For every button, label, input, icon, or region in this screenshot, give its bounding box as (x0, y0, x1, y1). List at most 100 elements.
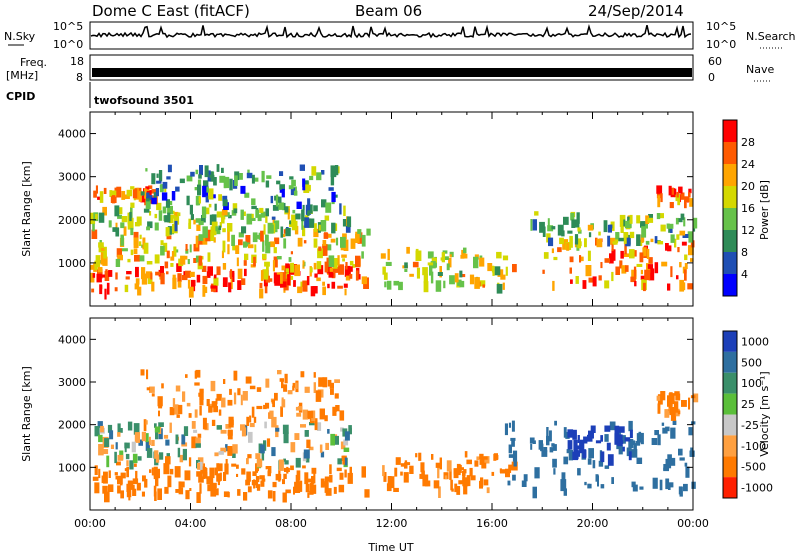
velocity-echo-cell (117, 485, 121, 494)
velocity-echo-cell (563, 456, 569, 465)
velocity-echo-cell (283, 384, 288, 392)
velocity-echo-cell (188, 413, 192, 418)
power-echo-cell (669, 187, 674, 195)
power-echo-cell (108, 270, 113, 277)
power-echo-cell (130, 227, 134, 236)
power-echo-cell (241, 278, 246, 285)
power-echo-cell (155, 271, 161, 276)
velocity-echo-cell (180, 481, 185, 488)
power-echo-cell (207, 252, 211, 262)
power-echo-cell (184, 255, 188, 260)
power-echo-cell (302, 264, 305, 269)
power-echo-cell (195, 195, 201, 206)
velocity-echo-cell (145, 433, 149, 443)
velocity-echo-cell (223, 491, 230, 497)
x-tick-label: 20:00 (577, 517, 609, 530)
velocity-echo-cell (142, 475, 146, 482)
velocity-echo-cell (573, 439, 578, 450)
power-echo-cell (246, 213, 253, 225)
velocity-echo-cell (145, 420, 148, 425)
power-echo-cell (147, 274, 153, 285)
velocity-echo-cell (395, 457, 401, 465)
velocity-echo-cell (529, 437, 535, 444)
power-echo-cell (430, 261, 436, 269)
velocity-echo-cell (98, 468, 101, 479)
velocity-echo-cell (507, 480, 511, 486)
velocity-echo-cell (679, 457, 685, 461)
power-echo-cell (210, 285, 217, 289)
power-echo-cell (140, 195, 145, 203)
velocity-echo-cell (125, 453, 130, 460)
velocity-colorbar: 1000 500 100 25 -25 -100 -500 -1000 (722, 330, 773, 499)
velocity-echo-cell (588, 430, 594, 439)
velocity-echo-cell (210, 482, 217, 489)
velocity-echo-cell (272, 491, 276, 502)
velocity-echo-cell (393, 487, 399, 492)
velocity-echo-cell (141, 431, 146, 442)
power-echo-cell (260, 270, 264, 282)
velocity-echo-cell (207, 484, 212, 492)
nsearch-tick-top: 10^5 (706, 20, 736, 33)
velocity-echo-cell (106, 455, 110, 468)
velocity-echo-cell (339, 472, 344, 480)
power-echo-cell (669, 202, 674, 209)
power-echo-cell (135, 278, 140, 285)
power-cbar-tick: 4 (741, 268, 748, 281)
power-echo-cell (197, 262, 203, 270)
power-echo-cell (158, 170, 163, 182)
freq-band (92, 68, 692, 77)
velocity-echo-cell (157, 396, 163, 407)
power-echo-cell (301, 220, 304, 230)
power-echo-cell (287, 274, 290, 286)
power-echo-cell (449, 275, 455, 285)
power-echo-cell (173, 216, 180, 225)
velocity-echo-cell (552, 458, 557, 468)
velocity-echo-cell (153, 485, 157, 497)
velocity-echo-cell (320, 478, 325, 488)
power-echo-cell (340, 236, 346, 248)
velocity-echo-cell (134, 432, 140, 443)
power-echo-cell (323, 232, 329, 239)
velocity-cbar-cell (723, 456, 737, 478)
velocity-echo-cell (260, 480, 265, 487)
power-echo-cell (219, 222, 222, 228)
velocity-echo-cell (271, 447, 276, 457)
power-echo-cell (567, 230, 573, 234)
power-echo-cell (307, 198, 311, 211)
power-echo-cell (133, 231, 139, 238)
power-echo-cell (232, 203, 238, 211)
velocity-echo-cell (506, 469, 512, 473)
power-echo-cell (138, 241, 142, 246)
power-echo-cell (104, 288, 107, 300)
power-echo-cell (482, 284, 485, 288)
velocity-ytick-label: 1000 (58, 461, 86, 474)
velocity-echo-cell (215, 488, 219, 496)
velocity-echo-cell (600, 484, 605, 489)
power-echo-cell (168, 201, 173, 206)
power-echo-cell (126, 189, 133, 197)
velocity-echo-cell (339, 410, 345, 421)
velocity-echo-cell (304, 386, 310, 393)
velocity-echo-cell (563, 488, 567, 496)
velocity-echo-cell (227, 491, 230, 498)
power-echo-cell (675, 194, 679, 202)
velocity-echo-cell (272, 481, 277, 488)
power-echo-cell (210, 226, 217, 236)
power-echo-cell (559, 237, 564, 245)
power-echo-cell (312, 286, 318, 294)
power-echo-cell (100, 254, 106, 265)
power-echo-cell (239, 173, 243, 180)
power-echo-cell (657, 195, 661, 208)
power-echo-cell (221, 250, 224, 259)
power-echo-cell (328, 271, 334, 278)
power-echo-cell (384, 281, 387, 288)
power-echo-cell (588, 232, 592, 238)
velocity-echo-cell (103, 449, 109, 454)
power-echo-cell (578, 229, 582, 234)
power-echo-cell (667, 223, 674, 229)
velocity-echo-cell (182, 448, 187, 461)
power-echo-cell (156, 180, 162, 184)
nsky-tick-top: 10^5 (53, 20, 83, 33)
power-echo-cell (619, 260, 623, 269)
velocity-echo-cell (640, 432, 644, 445)
